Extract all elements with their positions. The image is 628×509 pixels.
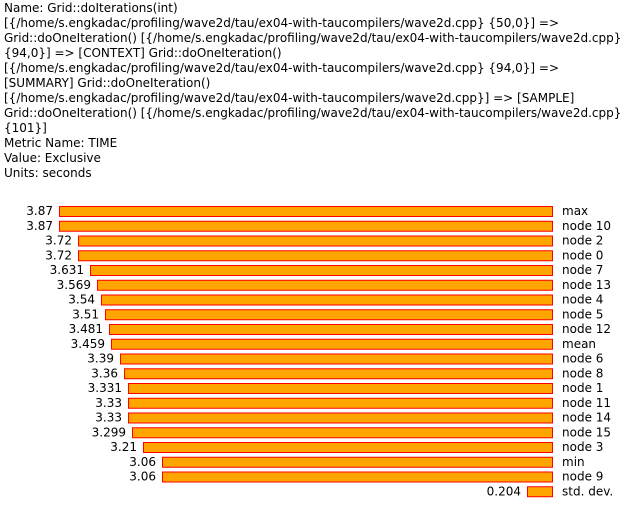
- bar-category-label: node 12: [562, 322, 611, 336]
- bar-category-label: node 5: [562, 307, 603, 321]
- header-line: [SUMMARY] Grid::doOneIteration(): [4, 76, 211, 90]
- bar-value-label: 3.72: [45, 234, 72, 248]
- bar[interactable]: [132, 427, 553, 439]
- header-line: Value: Exclusive: [4, 151, 101, 165]
- bar-value-label: 3.299: [92, 425, 126, 439]
- bar[interactable]: [162, 456, 553, 468]
- header-line: {101}]: [4, 121, 47, 135]
- bar-value-label: 3.33: [95, 411, 122, 425]
- bar-value-label: 3.459: [71, 337, 105, 351]
- header-line: [{/home/s.engkadac/profiling/wave2d/tau/…: [4, 61, 560, 75]
- bar-category-label: node 0: [562, 248, 603, 262]
- bar[interactable]: [59, 206, 553, 217]
- header-line: {94,0}] => [CONTEXT] Grid::doOneIteratio…: [4, 46, 282, 60]
- bar[interactable]: [78, 235, 553, 247]
- bar-category-label: node 15: [562, 425, 611, 439]
- bar-category-label: node 9: [562, 470, 603, 484]
- bar-category-label: node 8: [562, 366, 603, 380]
- header-line: Metric Name: TIME: [4, 136, 118, 150]
- bar-value-label: 3.21: [110, 440, 137, 454]
- bar-category-label: node 6: [562, 352, 603, 366]
- header-line: Grid::doOneIteration() [{/home/s.engkada…: [4, 31, 622, 45]
- bar[interactable]: [111, 338, 553, 350]
- bar-value-label: 3.569: [57, 278, 91, 292]
- bar[interactable]: [128, 383, 553, 394]
- bar[interactable]: [120, 353, 553, 365]
- profile-header: Name: Grid::doIterations(int) [{/home/s.e…: [4, 1, 624, 181]
- bar[interactable]: [143, 442, 553, 453]
- bar-value-label: 3.33: [95, 396, 122, 410]
- bar-value-label: 3.36: [91, 366, 118, 380]
- header-line: Units: seconds: [4, 166, 92, 180]
- bar-value-label: 3.87: [26, 219, 53, 233]
- bar[interactable]: [128, 397, 553, 409]
- header-line: Grid::doOneIteration() [{/home/s.engkada…: [4, 106, 622, 120]
- bar-value-label: 3.06: [129, 470, 156, 484]
- bar-category-label: std. dev.: [562, 484, 613, 498]
- bar-category-label: node 7: [562, 263, 603, 277]
- bar-category-label: node 11: [562, 396, 611, 410]
- bar-value-label: 3.72: [45, 248, 72, 262]
- bar-category-label: node 2: [562, 234, 603, 248]
- header-line: [{/home/s.engkadac/profiling/wave2d/tau/…: [4, 91, 575, 105]
- bar-value-label: 3.54: [68, 293, 95, 307]
- bar[interactable]: [527, 486, 553, 498]
- bar-category-label: min: [562, 455, 585, 469]
- bar-value-label: 3.87: [26, 204, 53, 218]
- bar-value-label: 3.331: [88, 381, 122, 395]
- bar[interactable]: [124, 368, 553, 380]
- bar-value-label: 3.39: [87, 352, 114, 366]
- bar-category-label: node 13: [562, 278, 611, 292]
- bar-value-label: 3.481: [69, 322, 103, 336]
- bar-value-label: 3.06: [129, 455, 156, 469]
- bar[interactable]: [109, 324, 553, 335]
- bar[interactable]: [162, 471, 553, 483]
- bar[interactable]: [128, 412, 553, 424]
- bar-value-label: 0.204: [487, 484, 521, 498]
- bar[interactable]: [90, 265, 553, 276]
- bar[interactable]: [101, 294, 553, 306]
- bar-value-label: 3.631: [50, 263, 84, 277]
- bar-category-label: max: [562, 204, 588, 218]
- header-line: Name: Grid::doIterations(int): [4, 1, 178, 15]
- bar[interactable]: [78, 250, 553, 262]
- bar-category-label: node 3: [562, 440, 603, 454]
- bar[interactable]: [97, 279, 553, 291]
- header-line: [{/home/s.engkadac/profiling/wave2d/tau/…: [4, 16, 560, 30]
- bar-category-label: node 10: [562, 219, 611, 233]
- bar-category-label: node 14: [562, 411, 611, 425]
- bar[interactable]: [59, 220, 553, 232]
- bar-category-label: mean: [562, 337, 596, 351]
- bar-value-label: 3.51: [72, 307, 99, 321]
- bar[interactable]: [105, 309, 553, 321]
- bar-category-label: node 1: [562, 381, 603, 395]
- bar-category-label: node 4: [562, 293, 603, 307]
